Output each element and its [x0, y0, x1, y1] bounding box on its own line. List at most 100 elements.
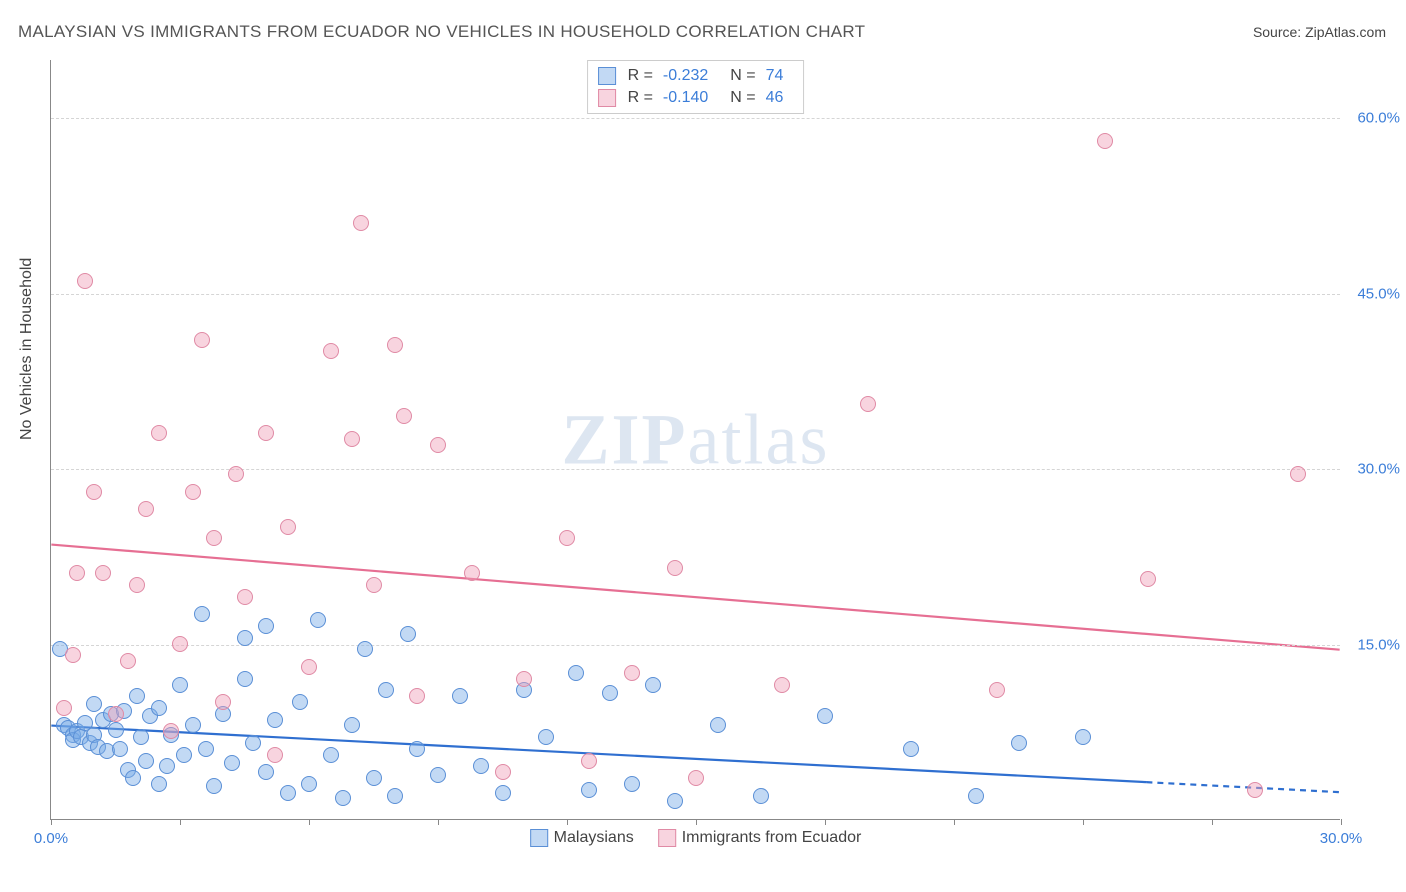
data-point: [430, 437, 446, 453]
data-point: [69, 565, 85, 581]
gridline: [51, 118, 1340, 119]
stat-r-value: -0.232: [663, 67, 708, 85]
trendlines: [51, 60, 1340, 819]
data-point: [667, 793, 683, 809]
x-tick: [51, 819, 52, 825]
data-point: [387, 788, 403, 804]
data-point: [387, 337, 403, 353]
data-point: [77, 273, 93, 289]
x-tick: [1083, 819, 1084, 825]
data-point: [903, 741, 919, 757]
data-point: [860, 396, 876, 412]
data-point: [409, 688, 425, 704]
y-axis-label: No Vehicles in Household: [18, 258, 36, 440]
stat-r-label: R =: [628, 89, 653, 107]
data-point: [86, 484, 102, 500]
y-tick-label: 30.0%: [1357, 461, 1400, 478]
data-point: [86, 696, 102, 712]
data-point: [378, 682, 394, 698]
data-point: [602, 685, 618, 701]
data-point: [125, 770, 141, 786]
data-point: [280, 785, 296, 801]
legend-item: Malaysians: [530, 829, 634, 847]
x-tick-label: 0.0%: [34, 830, 68, 847]
data-point: [1247, 782, 1263, 798]
data-point: [464, 565, 480, 581]
stat-r-label: R =: [628, 67, 653, 85]
gridline: [51, 294, 1340, 295]
x-tick-label: 30.0%: [1320, 830, 1363, 847]
data-point: [133, 729, 149, 745]
x-tick: [309, 819, 310, 825]
data-point: [344, 717, 360, 733]
data-point: [224, 755, 240, 771]
data-point: [1011, 735, 1027, 751]
legend-label: Malaysians: [554, 829, 634, 847]
data-point: [267, 712, 283, 728]
data-point: [198, 741, 214, 757]
stat-n-value: 46: [766, 89, 784, 107]
data-point: [753, 788, 769, 804]
data-point: [185, 484, 201, 500]
data-point: [138, 753, 154, 769]
data-point: [176, 747, 192, 763]
data-point: [172, 636, 188, 652]
data-point: [817, 708, 833, 724]
data-point: [163, 723, 179, 739]
data-point: [237, 671, 253, 687]
x-tick: [180, 819, 181, 825]
x-tick: [1341, 819, 1342, 825]
legend-label: Immigrants from Ecuador: [682, 829, 862, 847]
y-tick-label: 60.0%: [1357, 110, 1400, 127]
data-point: [245, 735, 261, 751]
x-tick: [954, 819, 955, 825]
legend-stats-row: R = -0.140 N = 46: [598, 87, 794, 109]
data-point: [581, 782, 597, 798]
data-point: [206, 530, 222, 546]
data-point: [989, 682, 1005, 698]
data-point: [237, 630, 253, 646]
data-point: [624, 776, 640, 792]
data-point: [120, 653, 136, 669]
legend-stats-row: R = -0.232 N = 74: [598, 65, 794, 87]
data-point: [323, 343, 339, 359]
data-point: [108, 722, 124, 738]
data-point: [310, 612, 326, 628]
data-point: [112, 741, 128, 757]
data-point: [129, 577, 145, 593]
data-point: [495, 785, 511, 801]
legend-stats: R = -0.232 N = 74 R = -0.140 N = 46: [587, 60, 805, 114]
stat-n-label: N =: [730, 67, 755, 85]
data-point: [452, 688, 468, 704]
data-point: [280, 519, 296, 535]
data-point: [366, 770, 382, 786]
data-point: [267, 747, 283, 763]
stat-n-value: 74: [766, 67, 784, 85]
x-tick: [567, 819, 568, 825]
data-point: [396, 408, 412, 424]
x-tick: [696, 819, 697, 825]
x-tick: [825, 819, 826, 825]
data-point: [65, 647, 81, 663]
data-point: [710, 717, 726, 733]
data-point: [624, 665, 640, 681]
legend-series: Malaysians Immigrants from Ecuador: [530, 829, 862, 847]
chart-title: MALAYSIAN VS IMMIGRANTS FROM ECUADOR NO …: [18, 22, 865, 42]
data-point: [108, 706, 124, 722]
data-point: [301, 659, 317, 675]
data-point: [129, 688, 145, 704]
data-point: [335, 790, 351, 806]
data-point: [409, 741, 425, 757]
data-point: [138, 501, 154, 517]
data-point: [667, 560, 683, 576]
swatch-icon: [598, 67, 616, 85]
scatter-chart: ZIPatlas R = -0.232 N = 74 R = -0.140 N …: [50, 60, 1340, 820]
data-point: [151, 425, 167, 441]
data-point: [353, 215, 369, 231]
data-point: [357, 641, 373, 657]
data-point: [473, 758, 489, 774]
source-prefix: Source:: [1253, 24, 1305, 40]
watermark-bold: ZIP: [562, 399, 688, 479]
data-point: [1140, 571, 1156, 587]
data-point: [559, 530, 575, 546]
